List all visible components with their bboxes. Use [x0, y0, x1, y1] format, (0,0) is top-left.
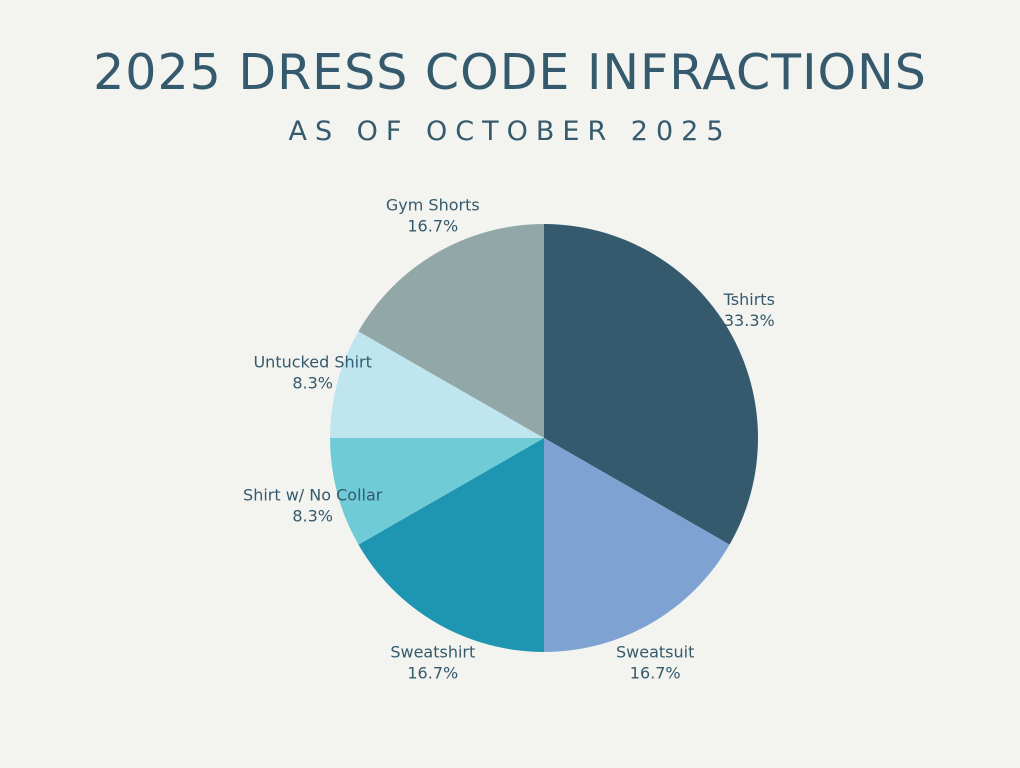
slice-label-shirt-w-no-collar: Shirt w/ No Collar: [243, 486, 383, 505]
slice-label-sweatsuit: Sweatsuit: [616, 642, 694, 661]
pie-slice-gym-shorts: [358, 224, 544, 438]
slice-label-sweatshirt: Sweatshirt: [390, 642, 475, 661]
slice-value-tshirts: 33.3%: [724, 311, 775, 330]
pie-slice-untucked-shirt: [330, 331, 544, 438]
slice-value-sweatshirt: 16.7%: [407, 663, 458, 682]
slice-value-sweatsuit: 16.7%: [630, 663, 681, 682]
slice-label-tshirts: Tshirts: [723, 290, 775, 309]
slice-value-untucked-shirt: 8.3%: [292, 374, 333, 393]
chart-title: 2025 DRESS CODE INFRACTIONS: [93, 44, 927, 101]
slice-label-untucked-shirt: Untucked Shirt: [253, 353, 371, 372]
pie-slice-sweatsuit: [544, 438, 730, 652]
slice-value-gym-shorts: 16.7%: [407, 217, 458, 236]
pie-labels: Tshirts 33.3% Sweatsuit 16.7% Sweatshirt 16.7…: [243, 196, 775, 683]
pie-slice-sweatshirt: [358, 438, 544, 652]
chart-subtitle: AS OF OCTOBER 2025: [288, 116, 732, 147]
pie-slices: [330, 224, 758, 652]
pie-slice-shirt-w-no-collar: [330, 438, 544, 545]
pie-slice-tshirts: [544, 224, 758, 545]
slice-value-shirt-w-no-collar: 8.3%: [292, 507, 333, 526]
slice-label-gym-shorts: Gym Shorts: [386, 196, 480, 215]
